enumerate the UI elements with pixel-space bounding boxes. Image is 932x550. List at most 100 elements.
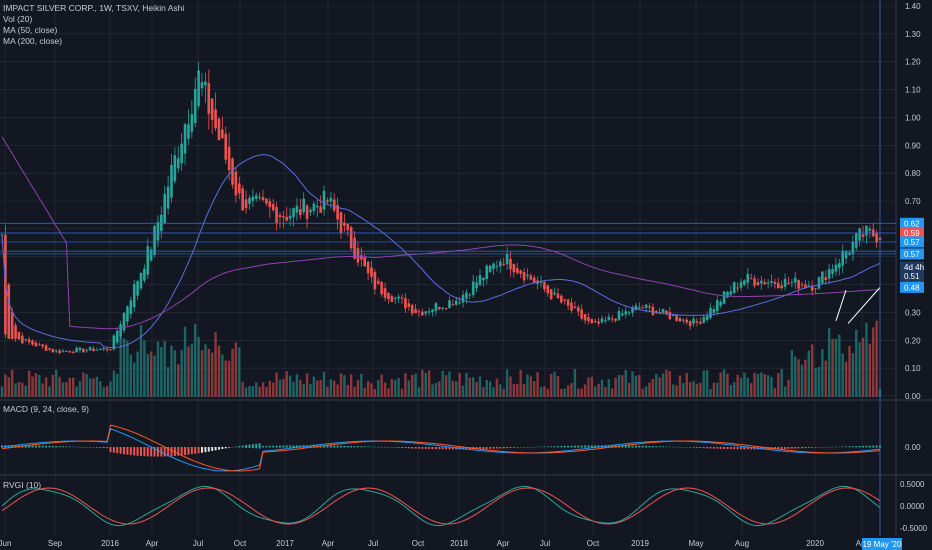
candle-body (102, 347, 105, 350)
candle-body (21, 335, 24, 344)
candle-body (237, 183, 241, 194)
macd-histogram-bar (299, 445, 302, 448)
price-tag-label: 0.51 (904, 272, 920, 281)
candle-body (68, 351, 72, 353)
candle-body (715, 300, 719, 312)
volume-bar (794, 356, 797, 397)
horizontal-levels (0, 0, 896, 536)
time-tick-label: May (688, 539, 703, 548)
macd-histogram-bar (729, 447, 732, 450)
volume-bar (44, 377, 48, 397)
candle-body (183, 124, 187, 154)
macd-histogram-bar (441, 447, 444, 450)
candle-body (851, 241, 855, 254)
volume-bar (763, 374, 766, 397)
candle-body (248, 197, 251, 204)
candle-body (326, 200, 329, 203)
macd-histogram-bar (651, 446, 654, 448)
macd-legend: MACD (9, 24, close, 9) (3, 404, 89, 414)
time-cursor-tag: 19 May '20 (862, 538, 902, 550)
candle-body (719, 301, 722, 306)
macd-histogram-bar (763, 447, 766, 450)
macd-histogram-bar (312, 445, 315, 448)
macd-histogram-bar (634, 445, 637, 448)
candle-body (648, 306, 651, 308)
volume-bar (292, 381, 295, 397)
rvgi-tick-label: 0.0000 (900, 502, 925, 511)
time-tick-label: Aug (735, 539, 749, 548)
candle-body (200, 82, 204, 89)
candle-body (556, 293, 560, 299)
volume-bar (27, 370, 31, 397)
macd-histogram-bar (214, 447, 217, 451)
candle-body (115, 330, 119, 343)
macd-histogram-bar (123, 447, 126, 455)
volume-bar (417, 387, 421, 397)
volume-bar (139, 325, 143, 397)
macd-histogram-bar (668, 446, 671, 448)
candle-body (834, 264, 838, 272)
candle-body (454, 300, 458, 305)
volume-bar (627, 382, 631, 397)
volume-bar (512, 384, 516, 397)
candle-body (31, 340, 34, 345)
volume-bar (356, 379, 360, 397)
candle-body (275, 207, 278, 223)
macd-histogram-bar (580, 445, 583, 448)
volume-bar (210, 352, 214, 397)
volume-bar (787, 379, 790, 397)
macd-histogram-bar (201, 447, 204, 453)
macd-tick-label: 0.00 (905, 443, 921, 452)
candle-body (729, 291, 733, 295)
candle-body (322, 190, 326, 210)
volume-bar (105, 386, 109, 397)
macd-histogram-bar (570, 445, 573, 448)
volume-bar (75, 386, 78, 397)
macd-histogram-bar (665, 446, 668, 448)
macd-histogram-bar (512, 447, 515, 448)
macd-histogram-bar (645, 445, 648, 448)
volume-bar (472, 377, 475, 397)
volume-bar (824, 360, 827, 397)
candle-body (112, 335, 116, 350)
volume-bar (126, 340, 129, 397)
macd-histogram-bar (397, 447, 400, 448)
candle-body (224, 133, 228, 160)
volume-bar (692, 381, 695, 397)
candle-body (587, 317, 590, 322)
candle-body (831, 269, 834, 274)
candle-body (682, 319, 685, 321)
candle-body (231, 158, 234, 185)
macd-histogram-bar (784, 447, 787, 449)
price-candles (0, 61, 882, 355)
volume-bar (410, 374, 414, 397)
rvgi-tick-label: 0.5000 (900, 480, 925, 489)
volume-bar (536, 372, 539, 397)
candle-body (692, 318, 695, 324)
volume-bar (566, 385, 570, 397)
candle-body (532, 277, 536, 284)
volume-bar (516, 384, 519, 397)
macd-histogram-bar (448, 447, 451, 450)
volume-bar (621, 375, 624, 397)
macd-histogram-bar (41, 445, 44, 448)
volume-bar (34, 373, 38, 397)
volume-bar (556, 375, 560, 397)
volume-bar (844, 361, 848, 397)
candle-body (346, 224, 350, 231)
ma200-label: MA (200, close) (3, 36, 63, 46)
volume-bar (858, 342, 861, 397)
volume-bar (380, 374, 383, 397)
macd-histogram-bar (438, 447, 441, 450)
macd-histogram-bar (760, 447, 763, 450)
candle-body (475, 282, 478, 289)
volume-bar (180, 349, 183, 397)
volume-bar (756, 373, 760, 397)
candle-body (387, 292, 390, 300)
price-tick-label: 0.10 (905, 364, 921, 373)
price-tag-bg (900, 270, 924, 282)
macd-histogram-bar (638, 445, 641, 448)
volume-bar (773, 388, 777, 397)
volume-bar (241, 381, 244, 397)
